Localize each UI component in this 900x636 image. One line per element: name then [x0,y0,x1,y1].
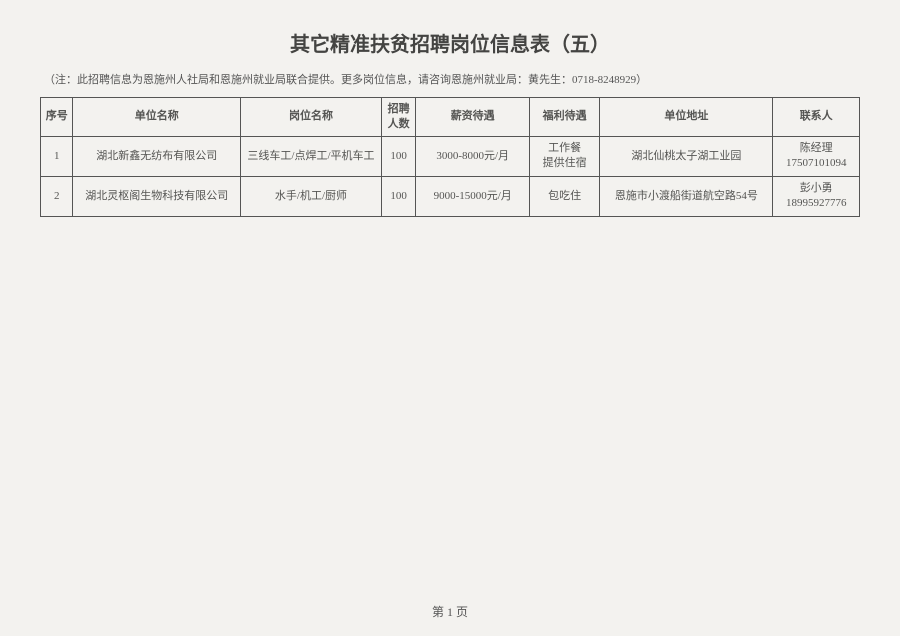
col-header: 薪资待遇 [416,98,530,137]
page-footer: 第 1 页 [0,603,900,620]
job-table: 序号 单位名称 岗位名称 招聘人数 薪资待遇 福利待遇 单位地址 联系人 1 湖… [40,97,860,217]
cell-contact: 彭小勇18995927776 [773,176,860,216]
cell-benefit: 工作餐提供住宿 [529,136,599,176]
cell-benefit: 包吃住 [529,176,599,216]
cell-num: 100 [381,176,416,216]
cell-unit: 湖北新鑫无纺布有限公司 [73,136,241,176]
cell-unit: 湖北灵枢阁生物科技有限公司 [73,176,241,216]
col-header: 福利待遇 [529,98,599,137]
col-header: 单位名称 [73,98,241,137]
document-page: 其它精准扶贫招聘岗位信息表（五） （注：此招聘信息为恩施州人社局和恩施州就业局联… [0,0,900,217]
cell-idx: 1 [41,136,73,176]
cell-address: 恩施市小渡船街道航空路54号 [600,176,773,216]
cell-job: 水手/机工/厨师 [241,176,382,216]
col-header: 序号 [41,98,73,137]
col-header: 单位地址 [600,98,773,137]
cell-salary: 3000-8000元/月 [416,136,530,176]
note-text: （注：此招聘信息为恩施州人社局和恩施州就业局联合提供。更多岗位信息，请咨询恩施州… [44,71,860,87]
col-header: 联系人 [773,98,860,137]
table-header-row: 序号 单位名称 岗位名称 招聘人数 薪资待遇 福利待遇 单位地址 联系人 [41,98,860,137]
table-row: 2 湖北灵枢阁生物科技有限公司 水手/机工/厨师 100 9000-15000元… [41,176,860,216]
cell-idx: 2 [41,176,73,216]
cell-job: 三线车工/点焊工/平机车工 [241,136,382,176]
col-header: 招聘人数 [381,98,416,137]
cell-num: 100 [381,136,416,176]
cell-address: 湖北仙桃太子湖工业园 [600,136,773,176]
page-title: 其它精准扶贫招聘岗位信息表（五） [40,28,860,57]
col-header: 岗位名称 [241,98,382,137]
table-row: 1 湖北新鑫无纺布有限公司 三线车工/点焊工/平机车工 100 3000-800… [41,136,860,176]
cell-contact: 陈经理17507101094 [773,136,860,176]
cell-salary: 9000-15000元/月 [416,176,530,216]
